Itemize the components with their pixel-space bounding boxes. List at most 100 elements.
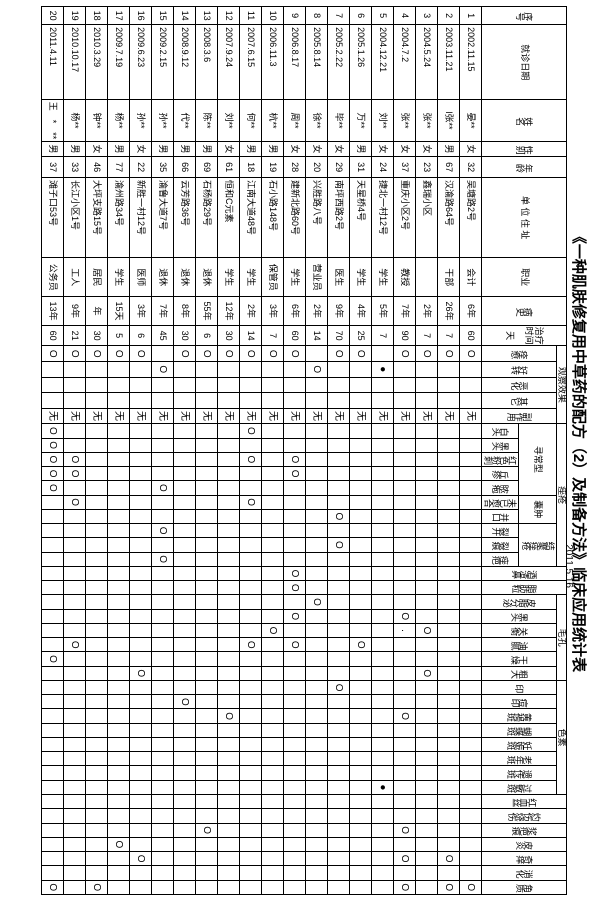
symptom-cell [415, 538, 437, 552]
effect-cell [63, 361, 85, 377]
h-o1: 灼伤烧伤 [481, 809, 566, 823]
effect-cell [305, 377, 327, 393]
symptom-cell [195, 680, 217, 694]
symptom-cell [305, 680, 327, 694]
cell: 6年 [283, 297, 305, 326]
symptom-cell [415, 467, 437, 481]
symptom-cell [261, 538, 283, 552]
symptom-cell [261, 680, 283, 694]
symptom-cell [173, 552, 195, 566]
symptom-cell [371, 852, 393, 866]
symptom-cell [459, 795, 481, 809]
symptom-cell [415, 509, 437, 523]
cell: 男 [173, 141, 195, 157]
symptom-cell [327, 666, 349, 680]
cell: 男 [151, 141, 173, 157]
cell: 14 [305, 325, 327, 346]
symptom-cell [459, 552, 481, 566]
symptom-cell [437, 524, 459, 538]
cell: 12年 [217, 297, 239, 326]
effect-cell [393, 377, 415, 393]
symptom-cell [85, 766, 107, 780]
cell: 2009.2.15 [151, 25, 173, 100]
symptom-cell [63, 623, 85, 637]
symptom-cell [349, 424, 371, 438]
symptom-cell [41, 823, 63, 837]
effect-cell [173, 377, 195, 393]
h-e0: 痊愈 [481, 346, 556, 362]
cell: 男 [261, 141, 283, 157]
symptom-cell [415, 737, 437, 751]
effect-cell [393, 361, 415, 377]
symptom-cell [305, 652, 327, 666]
h-a6: 并口 [481, 509, 518, 523]
symptom-cell: O [261, 623, 283, 637]
symptom-cell [349, 709, 371, 723]
symptom-cell [437, 495, 459, 509]
cell: 天星桥4号 [349, 178, 371, 258]
symptom-cell [85, 452, 107, 466]
symptom-cell [217, 623, 239, 637]
symptom-cell [415, 424, 437, 438]
symptom-cell [85, 795, 107, 809]
symptom-cell [393, 566, 415, 580]
symptom-cell [261, 795, 283, 809]
h-o3: 皮炎 [481, 837, 566, 851]
h-acne-sub3: 结聚痤疮 [519, 524, 556, 567]
cell: 5年 [371, 297, 393, 326]
symptom-cell [393, 595, 415, 609]
effect-cell [129, 361, 151, 377]
effect-cell [349, 361, 371, 377]
symptom-cell [393, 737, 415, 751]
symptom-cell [393, 467, 415, 481]
effect-cell [459, 377, 481, 393]
cell: 6 [129, 325, 151, 346]
symptom-cell [437, 695, 459, 709]
symptom-cell [239, 852, 261, 866]
cell: 30 [85, 325, 107, 346]
effect-cell: O [327, 346, 349, 362]
symptom-cell [173, 524, 195, 538]
symptom-cell [437, 509, 459, 523]
symptom-cell [63, 424, 85, 438]
table-row: 92006.8.17周**女28建新北路60号学生6年60O无OOOOOO [283, 7, 305, 895]
symptom-cell [459, 695, 481, 709]
symptom-cell [393, 495, 415, 509]
cell: 代** [173, 100, 195, 141]
effect-cell: 无 [349, 408, 371, 424]
cell: 55年 [195, 297, 217, 326]
symptom-cell [85, 467, 107, 481]
h-e1: 好转 [481, 361, 556, 377]
h-pig-group: 色素 [556, 680, 566, 794]
symptom-cell [327, 866, 349, 880]
symptom-cell [85, 652, 107, 666]
symptom-cell [173, 809, 195, 823]
symptom-cell [305, 795, 327, 809]
symptom-cell [459, 766, 481, 780]
symptom-cell: O [393, 880, 415, 895]
symptom-cell [327, 723, 349, 737]
symptom-cell [305, 866, 327, 880]
symptom-cell [305, 695, 327, 709]
cell: 陈** [195, 100, 217, 141]
cell: 2008.3.6 [195, 25, 217, 100]
effect-cell [107, 393, 129, 409]
symptom-cell [239, 709, 261, 723]
symptom-cell [415, 566, 437, 580]
h-e3: 其它 [481, 393, 556, 409]
symptom-cell [261, 552, 283, 566]
symptom-cell [327, 737, 349, 751]
symptom-cell [195, 723, 217, 737]
symptom-cell [85, 695, 107, 709]
cell: 万** [349, 100, 371, 141]
symptom-cell [195, 766, 217, 780]
table-row: 52004.12.21刘**女24捷北一村12号学生5年7●无● [371, 7, 393, 895]
cell: 汉渝路64号 [437, 178, 459, 258]
symptom-cell [195, 666, 217, 680]
symptom-cell [261, 438, 283, 452]
symptom-cell: O [327, 538, 349, 552]
symptom-cell [261, 837, 283, 851]
symptom-cell [459, 809, 481, 823]
effect-cell [261, 361, 283, 377]
symptom-cell [349, 766, 371, 780]
